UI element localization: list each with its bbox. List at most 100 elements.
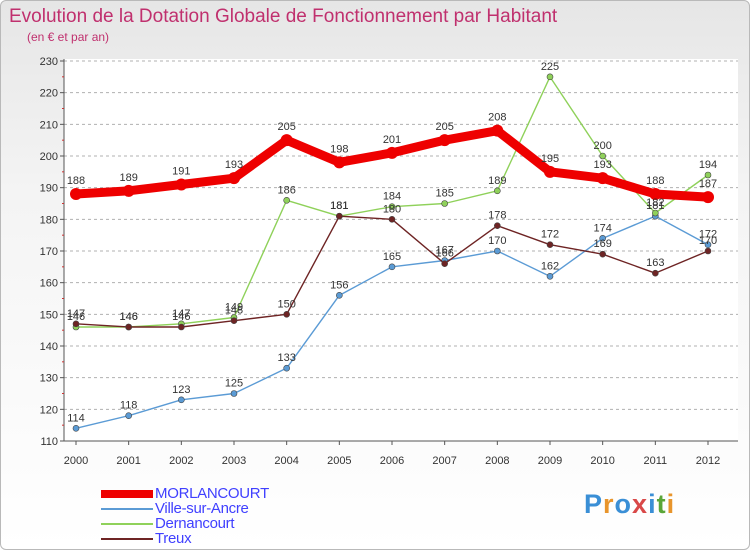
data-point bbox=[336, 212, 343, 220]
x-tick-label: 2007 bbox=[432, 455, 456, 467]
data-point bbox=[388, 216, 396, 223]
data-label: 205 bbox=[277, 121, 295, 133]
data-label: 169 bbox=[593, 238, 611, 250]
x-tick-label: 2001 bbox=[116, 455, 140, 467]
data-label: 133 bbox=[277, 352, 295, 364]
data-label: 114 bbox=[67, 412, 85, 424]
data-label: 146 bbox=[67, 311, 85, 323]
data-point bbox=[280, 134, 293, 147]
data-label: 170 bbox=[488, 235, 506, 247]
y-tick-label: 210 bbox=[40, 119, 58, 131]
data-label: 189 bbox=[119, 172, 137, 184]
data-label: 208 bbox=[488, 112, 506, 124]
data-point bbox=[596, 172, 609, 185]
data-point bbox=[441, 260, 448, 267]
data-point bbox=[178, 323, 185, 331]
data-point bbox=[494, 247, 501, 255]
data-point bbox=[125, 412, 132, 419]
data-point bbox=[599, 152, 606, 160]
y-tick-label: 160 bbox=[40, 278, 58, 290]
y-tick-label: 130 bbox=[40, 373, 58, 385]
data-label: 170 bbox=[699, 235, 717, 247]
data-point bbox=[70, 188, 82, 200]
legend-label: MORLANCOURT bbox=[155, 485, 269, 502]
data-point bbox=[702, 191, 714, 204]
legend-swatch bbox=[101, 490, 153, 498]
data-label: 125 bbox=[225, 378, 243, 390]
legend-label: Ville-sur-Ancre bbox=[155, 500, 249, 517]
data-point bbox=[704, 247, 712, 255]
data-point bbox=[333, 156, 346, 169]
data-point bbox=[230, 317, 238, 324]
data-label: 174 bbox=[593, 222, 611, 234]
x-tick-label: 2009 bbox=[538, 455, 562, 467]
data-point bbox=[704, 171, 712, 179]
y-tick-label: 140 bbox=[40, 341, 58, 353]
data-point bbox=[441, 200, 448, 207]
data-label: 184 bbox=[383, 191, 401, 203]
data-point bbox=[652, 269, 659, 277]
logo-letter: x bbox=[632, 489, 649, 519]
x-tick-label: 2002 bbox=[169, 455, 193, 467]
data-point bbox=[336, 292, 343, 299]
legend-label: Treux bbox=[155, 530, 192, 547]
y-tick-label: 230 bbox=[40, 56, 58, 68]
data-point bbox=[283, 197, 290, 204]
y-tick-label: 150 bbox=[40, 309, 58, 321]
data-label: 181 bbox=[330, 200, 348, 212]
data-label: 148 bbox=[225, 305, 243, 317]
data-label: 205 bbox=[435, 121, 453, 133]
y-tick-label: 120 bbox=[40, 404, 58, 416]
data-label: 188 bbox=[646, 175, 664, 187]
data-point bbox=[649, 188, 662, 200]
data-label: 147 bbox=[172, 308, 190, 320]
data-label: 149 bbox=[225, 302, 243, 314]
data-point bbox=[388, 203, 396, 210]
data-label: 172 bbox=[699, 229, 717, 241]
data-point bbox=[546, 73, 554, 81]
x-tick-label: 2005 bbox=[327, 455, 351, 467]
data-label: 195 bbox=[541, 153, 559, 165]
y-tick-label: 110 bbox=[40, 436, 58, 448]
data-label: 167 bbox=[435, 245, 453, 257]
data-label: 193 bbox=[225, 159, 243, 171]
data-label: 123 bbox=[172, 384, 190, 396]
data-label: 200 bbox=[593, 140, 611, 152]
y-tick-label: 190 bbox=[40, 183, 58, 195]
x-tick-label: 2012 bbox=[696, 455, 720, 467]
data-label: 182 bbox=[646, 197, 664, 209]
data-point bbox=[228, 172, 240, 185]
data-point bbox=[178, 396, 185, 404]
data-label: 146 bbox=[172, 311, 190, 323]
data-label: 165 bbox=[383, 251, 401, 263]
y-tick-label: 170 bbox=[40, 246, 58, 258]
data-point bbox=[125, 323, 132, 331]
data-label: 201 bbox=[383, 134, 401, 146]
data-label: 166 bbox=[435, 248, 453, 260]
x-tick-label: 2010 bbox=[590, 455, 614, 467]
data-label: 163 bbox=[646, 257, 664, 269]
data-point bbox=[388, 263, 396, 271]
x-tick-label: 2011 bbox=[644, 455, 668, 467]
data-point bbox=[386, 146, 398, 159]
data-point bbox=[122, 184, 135, 197]
x-tick-label: 2008 bbox=[485, 455, 509, 467]
chart-title: Evolution de la Dotation Globale de Fonc… bbox=[9, 6, 558, 27]
logo-letter: r bbox=[603, 489, 615, 519]
data-point bbox=[599, 250, 606, 258]
legend-label: Dernancourt bbox=[155, 515, 235, 532]
data-point bbox=[438, 134, 451, 147]
data-point bbox=[72, 425, 80, 432]
data-point bbox=[494, 187, 501, 195]
data-label: 185 bbox=[435, 188, 453, 200]
data-label: 198 bbox=[330, 143, 348, 155]
data-label: 193 bbox=[593, 159, 611, 171]
data-label: 194 bbox=[699, 159, 717, 171]
legend-swatch bbox=[101, 538, 153, 540]
legend-swatch bbox=[101, 508, 153, 510]
data-label: 156 bbox=[330, 279, 348, 291]
data-point bbox=[494, 222, 501, 229]
data-label: 118 bbox=[120, 400, 138, 412]
data-point bbox=[72, 320, 80, 328]
x-tick-label: 2000 bbox=[64, 455, 88, 467]
